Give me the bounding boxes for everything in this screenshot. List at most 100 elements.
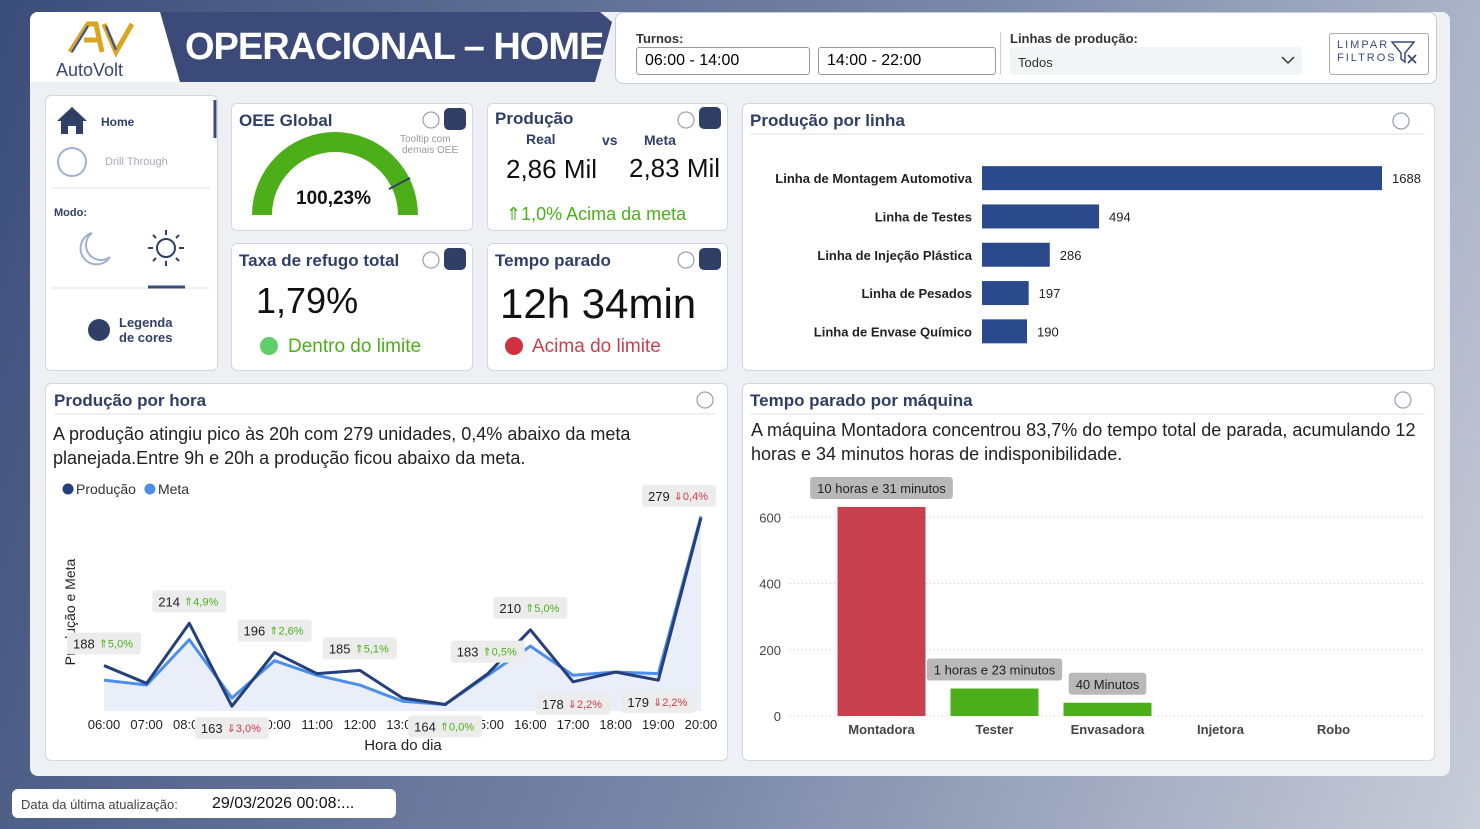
legend-marker xyxy=(144,483,156,495)
data-label-value: 188 xyxy=(73,637,95,652)
label-box xyxy=(536,692,611,715)
data-label: 40 Minutos xyxy=(1068,672,1147,695)
bar xyxy=(982,319,1028,344)
title-tab xyxy=(160,12,612,82)
y-tick-label: 400 xyxy=(759,577,781,592)
label-box xyxy=(450,640,525,663)
legend-label: Meta xyxy=(158,481,189,497)
clear-text: LIMPAR xyxy=(1337,39,1390,51)
shift-option[interactable]: 06:00 - 14:00 xyxy=(636,47,810,75)
header-art xyxy=(67,12,612,82)
x-tick-label: Tester xyxy=(975,722,1013,737)
separator xyxy=(1000,32,1001,74)
production-card xyxy=(487,103,728,231)
kpi-value: 1,79% xyxy=(256,280,359,321)
x-tick-label: Robo xyxy=(1317,722,1350,737)
data-label-value: 279 xyxy=(648,489,670,504)
data-label-value: 196 xyxy=(244,624,266,639)
bar xyxy=(982,166,1382,191)
action-icon[interactable] xyxy=(699,248,721,270)
data-label-delta: ⇑5,0% xyxy=(99,639,134,651)
category-label: Linha de Envase Químico xyxy=(814,324,972,339)
chart-title: Tempo parado por máquina xyxy=(750,391,973,410)
brand: AutoVolt xyxy=(56,60,124,80)
data-label-value: 210 xyxy=(499,601,521,616)
x-tick-label: 16:00 xyxy=(514,717,547,732)
bar xyxy=(1063,702,1152,716)
status-dot xyxy=(260,337,278,355)
bar xyxy=(837,506,926,716)
data-label: 494 xyxy=(1109,209,1131,224)
help-icon[interactable] xyxy=(696,391,714,409)
footer-label: Data da última atualização: xyxy=(21,797,178,812)
kpi-label: Real xyxy=(526,131,556,147)
data-label-delta: ⇓3,0% xyxy=(227,723,262,735)
action-icon[interactable] xyxy=(444,248,466,270)
help-icon[interactable] xyxy=(677,251,695,269)
label-box xyxy=(194,717,269,740)
y-tick-label: 600 xyxy=(759,510,781,525)
data-label-delta: ⇑5,0% xyxy=(525,603,560,615)
category-label: Linha de Montagem Automotiva xyxy=(775,171,972,186)
area xyxy=(104,516,701,711)
data-label: 1688 xyxy=(1392,171,1421,186)
label-box xyxy=(237,619,312,642)
clear-filters[interactable] xyxy=(1329,33,1429,75)
nav-item[interactable]: Home xyxy=(101,115,135,129)
chevron-path xyxy=(1281,56,1295,65)
chart-title: Produção por linha xyxy=(750,111,905,130)
label-box xyxy=(810,476,953,499)
data-label-delta: ⇓2,2% xyxy=(568,699,603,711)
card-dividers xyxy=(52,133,1425,415)
line xyxy=(103,517,703,708)
chart-title: Produção por hora xyxy=(54,391,207,410)
kpi-status: Acima do limite xyxy=(532,336,661,357)
bar xyxy=(982,242,1050,267)
kpi-title: Taxa de refugo total xyxy=(239,251,400,270)
help-icon[interactable] xyxy=(1392,112,1410,130)
legend-link[interactable]: de cores xyxy=(119,330,173,345)
footer-value: 29/03/2026 00:08:... xyxy=(212,795,355,812)
chart-subtitle: A produção atingiu pico às 20h com 279 u… xyxy=(53,424,631,468)
lines-dropdown[interactable] xyxy=(1010,47,1302,75)
bar xyxy=(950,688,1039,716)
lines-label: Linhas de produção: xyxy=(1010,31,1138,46)
legend-link[interactable]: Legenda xyxy=(119,315,173,330)
data-label-delta: ⇑2,6% xyxy=(269,626,304,638)
help-icon[interactable] xyxy=(677,111,695,129)
data-label-value: 183 xyxy=(457,645,479,660)
label-box xyxy=(152,590,227,613)
moon-icon xyxy=(79,232,111,266)
help-icon[interactable] xyxy=(422,111,440,129)
data-label-delta: ⇓2,2% xyxy=(653,697,688,709)
data-label: 210 ⇑5,0% xyxy=(493,596,568,619)
nav-item[interactable]: Drill Through xyxy=(105,156,168,168)
label-box xyxy=(1068,672,1147,695)
category-label: Linha de Testes xyxy=(875,209,972,224)
data-label: 1 horas e 23 minutos xyxy=(926,658,1063,681)
kpi-value: 12h 34min xyxy=(500,280,697,327)
help-icon[interactable] xyxy=(1394,391,1412,409)
data-label-value: 185 xyxy=(329,641,351,656)
data-label-delta: ⇑0,5% xyxy=(482,647,517,659)
data-label-delta: ⇑5,1% xyxy=(355,643,390,655)
kpi-title: Produção xyxy=(495,109,574,128)
funnel xyxy=(1390,41,1416,64)
label-box xyxy=(322,637,397,660)
data-label: 286 xyxy=(1060,248,1082,263)
shift-option[interactable]: 14:00 - 22:00 xyxy=(818,47,996,75)
data-label: 279 ⇓0,4% xyxy=(642,484,716,507)
help-icon[interactable] xyxy=(422,251,440,269)
y-tick-label: 200 xyxy=(759,643,781,658)
label-box xyxy=(408,715,483,738)
action-icon[interactable] xyxy=(444,108,466,130)
action-icon[interactable] xyxy=(699,107,721,129)
data-label: 10 horas e 31 minutos xyxy=(810,476,953,499)
data-label: 190 xyxy=(1037,324,1059,339)
x-tick-label: 11:00 xyxy=(301,717,333,732)
chevron xyxy=(1281,56,1295,65)
data-label-value: 178 xyxy=(542,697,564,712)
